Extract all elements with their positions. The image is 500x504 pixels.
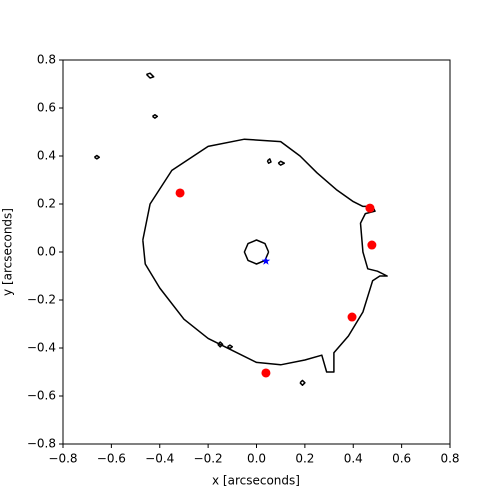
plot-frame — [62, 59, 451, 445]
y-axis-label: y [arcseconds] — [1, 208, 15, 296]
x-tick-label: 0.8 — [440, 452, 459, 466]
y-tick-label: −0.6 — [27, 389, 56, 403]
critical-curve — [277, 160, 286, 166]
critical-curve — [217, 341, 224, 348]
y-tick-label: −0.8 — [27, 437, 56, 451]
critical-curve — [227, 344, 234, 350]
critical-curve — [152, 113, 159, 119]
image-point — [367, 240, 377, 250]
source-star — [261, 256, 271, 265]
x-tick-label: 0.2 — [295, 452, 314, 466]
x-tick-label: −0.8 — [48, 452, 77, 466]
critical-curve — [94, 154, 101, 160]
y-tick-label: 0.2 — [37, 197, 56, 211]
critical-curve — [142, 138, 388, 373]
x-axis-label: x [arcseconds] — [212, 474, 300, 488]
image-point — [175, 188, 185, 198]
critical-curve — [243, 239, 270, 265]
image-point — [365, 203, 375, 213]
critical-curve — [266, 158, 272, 164]
y-tick-label: 0.6 — [37, 101, 56, 115]
x-tick-label: 0.6 — [392, 452, 411, 466]
x-tick-label: −0.2 — [194, 452, 223, 466]
x-tick-label: −0.6 — [97, 452, 126, 466]
critical-curve — [299, 379, 306, 386]
y-tick-label: 0.8 — [37, 53, 56, 67]
x-tick-label: 0.0 — [247, 452, 266, 466]
x-tick-label: 0.4 — [344, 452, 363, 466]
image-point — [347, 312, 357, 322]
y-tick-label: 0.4 — [37, 149, 56, 163]
y-tick-label: 0.0 — [37, 245, 56, 259]
image-point — [261, 368, 271, 378]
y-tick-label: −0.2 — [27, 293, 56, 307]
x-tick-label: −0.4 — [145, 452, 174, 466]
y-tick-label: −0.4 — [27, 341, 56, 355]
critical-curve — [145, 72, 155, 79]
